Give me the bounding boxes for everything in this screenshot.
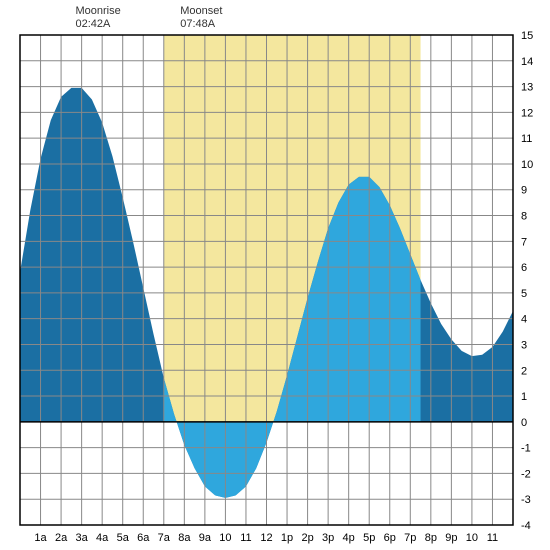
y-tick-label: 12 — [521, 107, 533, 119]
y-tick-label: 1 — [521, 391, 527, 403]
x-tick-label: 1p — [281, 532, 293, 544]
x-tick-label: 5p — [363, 532, 375, 544]
x-tick-label: 10 — [219, 532, 231, 544]
y-tick-label: 4 — [521, 314, 527, 326]
y-tick-label: 10 — [521, 159, 533, 171]
y-tick-label: 14 — [521, 56, 533, 68]
x-tick-label: 8a — [178, 532, 191, 544]
x-tick-label: 9a — [199, 532, 212, 544]
tide-chart: -4-3-2-101234567891011121314151a2a3a4a5a… — [0, 0, 550, 550]
y-tick-label: 3 — [521, 339, 527, 351]
moonset-label: Moonset — [180, 5, 222, 17]
x-tick-label: 5a — [117, 532, 130, 544]
x-tick-label: 2p — [301, 532, 313, 544]
x-tick-label: 4p — [343, 532, 355, 544]
y-tick-label: 0 — [521, 417, 527, 429]
x-tick-label: 11 — [487, 532, 498, 544]
x-tick-label: 7p — [404, 532, 416, 544]
y-tick-label: 5 — [521, 288, 527, 300]
x-tick-label: 12 — [260, 532, 272, 544]
y-tick-label: 2 — [521, 365, 527, 377]
y-tick-label: 15 — [521, 30, 533, 42]
x-tick-label: 3a — [76, 532, 89, 544]
y-tick-label: 8 — [521, 211, 527, 223]
y-tick-label: -2 — [521, 468, 531, 480]
y-tick-label: -3 — [521, 494, 531, 506]
x-tick-label: 3p — [322, 532, 334, 544]
x-tick-label: 1a — [34, 532, 47, 544]
y-tick-label: 11 — [521, 133, 532, 145]
x-tick-label: 7a — [158, 532, 171, 544]
x-tick-label: 10 — [466, 532, 478, 544]
moonrise-value: 02:42A — [75, 18, 111, 30]
x-tick-label: 4a — [96, 532, 109, 544]
y-tick-label: 6 — [521, 262, 527, 274]
y-tick-label: -4 — [521, 520, 531, 532]
x-tick-label: 8p — [425, 532, 437, 544]
y-tick-label: 13 — [521, 82, 533, 94]
y-tick-label: 9 — [521, 185, 527, 197]
y-tick-label: -1 — [521, 443, 531, 455]
x-tick-label: 2a — [55, 532, 68, 544]
y-tick-label: 7 — [521, 236, 527, 248]
x-tick-label: 6p — [384, 532, 396, 544]
x-tick-label: 9p — [445, 532, 457, 544]
moonrise-label: Moonrise — [75, 5, 120, 17]
x-tick-label: 11 — [240, 532, 251, 544]
moonset-value: 07:48A — [180, 18, 216, 30]
x-tick-label: 6a — [137, 532, 150, 544]
